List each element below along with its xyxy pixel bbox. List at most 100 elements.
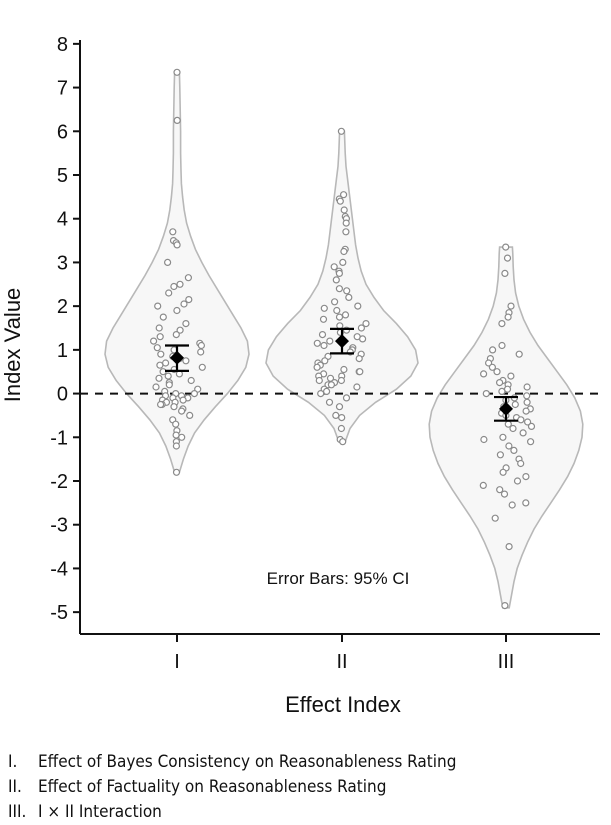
- y-tick-label: 7: [57, 78, 68, 100]
- data-point: [498, 320, 506, 328]
- x-axis-title: Effect Index: [285, 692, 401, 717]
- violin-I: [104, 71, 250, 474]
- data-point: [187, 376, 195, 385]
- legend-item-2: II. Effect of Factuality on Reasonablenes…: [8, 775, 456, 800]
- data-point: [319, 315, 328, 323]
- data-point: [523, 383, 531, 391]
- data-point: [511, 400, 519, 409]
- data-point: [491, 514, 499, 522]
- data-point: [493, 368, 501, 376]
- data-point: [331, 298, 339, 306]
- x-tick-label: I: [174, 651, 180, 673]
- y-tick-label: 0: [57, 384, 68, 406]
- data-point: [498, 341, 506, 350]
- data-point: [339, 258, 347, 266]
- data-point: [326, 374, 335, 382]
- data-point: [505, 442, 513, 450]
- data-point: [318, 331, 327, 339]
- legend-item-1: I. Effect of Bayes Consistency on Reasona…: [8, 750, 456, 775]
- data-point: [496, 451, 504, 459]
- data-point: [198, 363, 206, 371]
- data-point: [179, 396, 187, 404]
- data-points: [150, 68, 536, 610]
- data-point: [338, 414, 346, 422]
- data-point: [359, 335, 367, 343]
- data-point: [170, 403, 178, 411]
- data-point: [185, 296, 193, 304]
- data-point: [156, 361, 164, 369]
- data-point: [505, 542, 513, 551]
- data-point: [355, 355, 363, 363]
- data-point: [498, 387, 506, 395]
- data-point: [173, 68, 181, 76]
- legend-item-text: Effect of Factuality on Reasonableness R…: [38, 777, 387, 797]
- data-point: [341, 311, 350, 319]
- data-point: [357, 324, 365, 332]
- data-point: [155, 324, 163, 332]
- data-point: [330, 263, 338, 271]
- data-point: [169, 228, 177, 236]
- data-point: [362, 320, 370, 328]
- data-point: [353, 383, 361, 391]
- data-point: [326, 337, 334, 345]
- data-point: [500, 490, 509, 498]
- data-point: [480, 370, 488, 378]
- data-point: [499, 468, 507, 476]
- data-point: [522, 473, 530, 481]
- data-point: [335, 403, 344, 411]
- data-point: [482, 390, 490, 398]
- data-point: [345, 293, 353, 301]
- data-point: [335, 269, 343, 277]
- data-point: [523, 418, 532, 426]
- data-point: [150, 337, 158, 345]
- error-bars-annotation: Error Bars: 95% CI: [267, 569, 410, 588]
- data-point: [356, 368, 364, 376]
- y-tick-label: -2: [50, 471, 68, 493]
- data-point: [197, 348, 205, 356]
- data-point: [522, 407, 530, 415]
- data-point: [488, 363, 496, 371]
- data-point: [501, 269, 509, 277]
- data-point: [504, 313, 512, 321]
- data-point: [182, 320, 190, 328]
- y-tick-label: -1: [50, 427, 68, 449]
- error-bars: [165, 327, 518, 422]
- legend-item-3: III. I × II Interaction: [8, 800, 456, 825]
- data-point: [515, 350, 523, 358]
- data-point: [313, 339, 321, 347]
- data-point: [519, 429, 527, 437]
- y-tick-label: -5: [50, 602, 68, 624]
- data-point: [354, 302, 362, 310]
- x-tick-label: II: [336, 651, 347, 673]
- data-point: [336, 197, 344, 205]
- data-point: [507, 372, 515, 380]
- data-point: [320, 304, 328, 312]
- data-point: [313, 363, 321, 371]
- data-point: [337, 376, 345, 385]
- data-point: [507, 302, 515, 310]
- data-point: [343, 287, 351, 295]
- data-point: [172, 468, 181, 476]
- data-point: [340, 247, 348, 256]
- data-point: [523, 392, 531, 400]
- data-point: [323, 387, 331, 395]
- data-point: [172, 331, 180, 339]
- data-point: [496, 379, 504, 387]
- data-point: [153, 344, 161, 352]
- y-tick-label: 5: [57, 165, 68, 187]
- legend-item-text: I × II Interaction: [38, 802, 162, 822]
- y-tick-label: -4: [50, 558, 68, 580]
- data-point: [184, 274, 192, 282]
- data-point: [517, 459, 525, 468]
- data-point: [527, 422, 536, 430]
- data-point: [499, 433, 507, 441]
- data-point: [173, 241, 181, 249]
- y-tick-label: 2: [57, 296, 68, 318]
- data-point: [510, 446, 518, 454]
- data-point: [508, 501, 516, 509]
- data-point: [176, 280, 184, 288]
- data-point: [340, 206, 348, 214]
- legend: I. Effect of Bayes Consistency on Reasona…: [8, 750, 456, 825]
- data-point: [157, 400, 165, 409]
